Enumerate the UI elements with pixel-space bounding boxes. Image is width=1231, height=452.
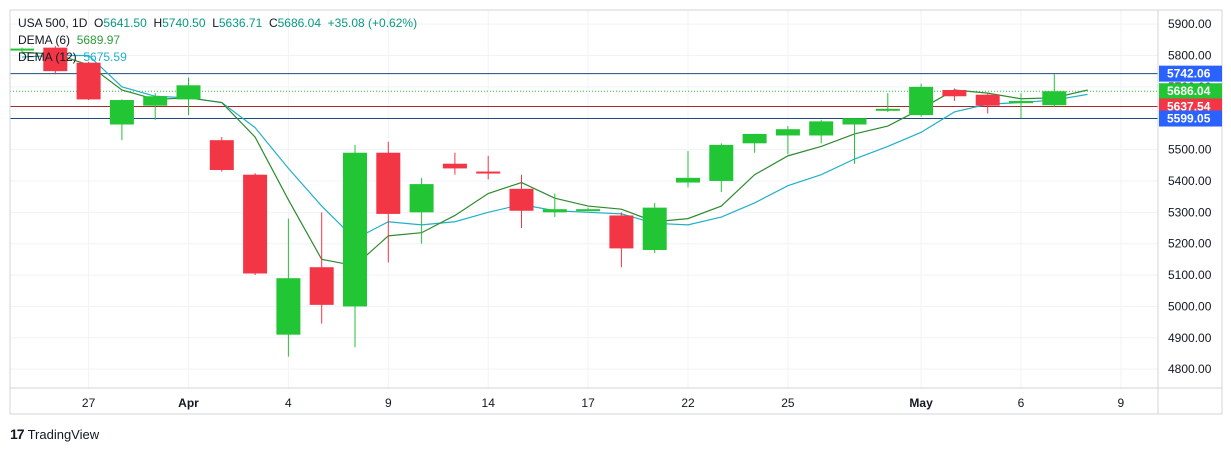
symbol-label: USA 500, 1D <box>18 16 88 30</box>
candles <box>10 46 1067 357</box>
candle-body <box>1042 91 1067 106</box>
candle-body <box>842 118 867 125</box>
y-tick-label: 5100.00 <box>1168 268 1212 282</box>
candle-body <box>942 89 967 97</box>
dema6-label: DEMA (6) <box>18 33 71 47</box>
low-label: L <box>212 16 219 30</box>
x-tick-label: 27 <box>82 396 96 410</box>
candle-body <box>709 144 734 181</box>
grid-lines <box>10 10 1158 388</box>
candle-body <box>176 85 201 100</box>
price-axis[interactable]: 4800.00 4900.00 5000.00 5100.00 5200.00 5300.… <box>1168 17 1212 376</box>
candle-body <box>76 62 101 100</box>
candle-body <box>576 209 601 212</box>
open-label: O <box>94 16 104 30</box>
x-tick-label: 9 <box>1118 396 1125 410</box>
dema6-row: DEMA (6) 5689.97 <box>18 32 417 49</box>
x-tick-label: 9 <box>385 396 392 410</box>
y-tick-label: 5000.00 <box>1168 299 1212 313</box>
candle-body <box>376 152 401 214</box>
close-value: 5686.04 <box>277 16 321 30</box>
candle-body <box>309 267 334 305</box>
candle-body <box>43 47 68 72</box>
dema12-row: DEMA (12) 5675.59 <box>18 49 417 66</box>
dema6-polyline <box>21 51 1088 267</box>
y-tick-label: 4900.00 <box>1168 331 1212 345</box>
x-tick-label: May <box>909 396 933 410</box>
chart-frame <box>9 9 1223 415</box>
y-tick-label: 5400.00 <box>1168 174 1212 188</box>
y-tick-label: 5500.00 <box>1168 143 1212 157</box>
dema6-line <box>21 51 1088 267</box>
open-value: 5641.50 <box>103 16 147 30</box>
y-tick-label: 5800.00 <box>1168 48 1212 62</box>
x-tick-label: 17 <box>581 396 595 410</box>
candle-body <box>609 215 634 249</box>
candle-body <box>343 152 367 307</box>
x-tick-label: 22 <box>681 396 695 410</box>
change-value: +35.08 (+0.62%) <box>327 16 418 30</box>
dema12-value: 5675.59 <box>83 50 127 64</box>
x-tick-label: 14 <box>482 396 496 410</box>
candle-body <box>143 96 168 106</box>
candle-body <box>442 163 467 169</box>
high-label: H <box>153 16 163 30</box>
candle-body <box>975 94 1000 106</box>
close-label: C <box>268 16 278 30</box>
x-tick-label: 25 <box>781 396 795 410</box>
candle-body <box>875 108 900 111</box>
y-tick-label: 5300.00 <box>1168 205 1212 219</box>
candle-body <box>742 133 767 144</box>
price-tag-label: 5599.05 <box>1167 112 1211 126</box>
candle-body <box>509 188 534 211</box>
x-tick-label: Apr <box>178 396 199 410</box>
candle-body <box>676 177 700 183</box>
price-tag-box <box>1159 98 1222 115</box>
y-tick-label: 4800.00 <box>1168 362 1212 376</box>
ohlc-row: USA 500, 1D O5641.50 H5740.50 L5636.71 C… <box>18 15 417 32</box>
chart-legend: USA 500, 1D O5641.50 H5740.50 L5636.71 C… <box>18 15 417 66</box>
tradingview-icon: 17 <box>10 426 25 442</box>
candle-body <box>243 174 268 274</box>
time-axis[interactable]: 27 Apr 4 9 14 17 22 25 May 6 9 <box>82 396 1125 410</box>
candle-body <box>1009 100 1033 104</box>
candle-body <box>10 48 34 51</box>
candle-body <box>775 129 800 136</box>
candle-body <box>642 207 667 250</box>
price-tag-box <box>1159 83 1222 100</box>
chart-border <box>9 9 1223 415</box>
candle-body <box>909 86 934 116</box>
x-tick-label: 4 <box>285 396 292 410</box>
brand-logo[interactable]: 17 TradingView <box>10 426 99 442</box>
price-tag-box <box>1159 65 1222 82</box>
candle-body <box>276 278 301 335</box>
price-tag-label: 5686.04 <box>1167 84 1211 98</box>
low-value: 5636.71 <box>218 16 263 30</box>
brand-name: TradingView <box>27 426 100 442</box>
candle-body <box>476 171 501 174</box>
price-tag-box <box>1159 110 1222 127</box>
candle-body <box>409 184 434 213</box>
dema6-value: 5689.97 <box>76 33 121 47</box>
y-tick-label: 5200.00 <box>1168 237 1212 251</box>
price-level-lines <box>10 73 1158 120</box>
x-tick-label: 6 <box>1018 396 1025 410</box>
y-tick-label: 5900.00 <box>1168 17 1212 31</box>
high-value: 5740.50 <box>162 16 206 30</box>
candle-body <box>109 100 134 125</box>
candle-body <box>542 209 567 213</box>
candle-body <box>809 121 834 136</box>
dema12-label: DEMA (12) <box>18 50 77 64</box>
candle-body <box>209 140 234 170</box>
price-tag-label: 5637.54 <box>1167 99 1211 113</box>
price-tag-label: 5742.06 <box>1167 67 1211 81</box>
